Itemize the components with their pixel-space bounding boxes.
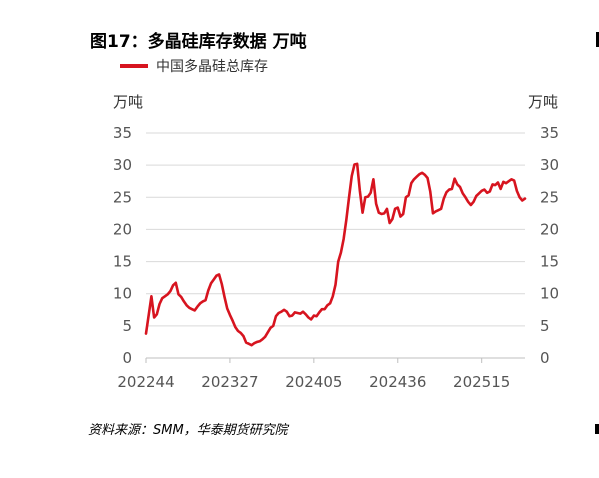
left-axis-unit: 万吨: [113, 93, 144, 111]
y-tick-label-right: 35: [540, 124, 559, 142]
x-tick-label: 202327: [201, 373, 258, 391]
chart-legend: 中国多晶硅总库存: [120, 56, 268, 76]
y-tick-label-right: 0: [540, 349, 550, 367]
page-title: 图17：多晶硅库存数据 万吨: [90, 32, 307, 52]
y-tick-label-left: 30: [113, 156, 132, 174]
y-tick-label-right: 25: [540, 188, 559, 206]
y-tick-label-left: 15: [113, 253, 132, 271]
y-tick-label-right: 5: [540, 317, 550, 335]
legend-label: 中国多晶硅总库存: [156, 59, 268, 75]
y-tick-label-right: 15: [540, 253, 559, 271]
y-tick-label-right: 20: [540, 220, 559, 238]
y-tick-label-left: 0: [122, 349, 132, 367]
x-tick-label: 202515: [453, 373, 510, 391]
y-tick-label-left: 10: [113, 285, 132, 303]
adjacent-figure-edge-marker-bottom: [595, 424, 599, 434]
adjacent-figure-edge-marker: [596, 32, 599, 47]
y-tick-label-left: 35: [113, 124, 132, 142]
y-tick-label-right: 10: [540, 285, 559, 303]
x-tick-label: 202436: [369, 373, 426, 391]
y-tick-label-left: 20: [113, 220, 132, 238]
x-tick-label: 202244: [117, 373, 174, 391]
source-note: 资料来源：SMM，华泰期货研究院: [88, 423, 288, 438]
right-axis-unit: 万吨: [528, 93, 559, 111]
y-tick-label-left: 25: [113, 188, 132, 206]
series-line: [144, 162, 527, 347]
y-tick-label-left: 5: [122, 317, 132, 335]
y-tick-label-right: 30: [540, 156, 559, 174]
legend-swatch: [120, 64, 148, 68]
x-tick-label: 202405: [285, 373, 342, 391]
